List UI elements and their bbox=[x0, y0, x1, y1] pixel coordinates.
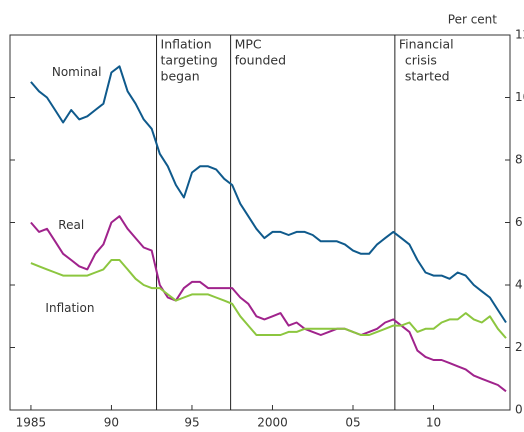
x-tick-label: 10 bbox=[426, 416, 441, 430]
y-tick-label: 10 bbox=[515, 90, 524, 104]
y-tick-label: 8 bbox=[515, 153, 523, 167]
y-tick-label: 2 bbox=[515, 340, 523, 354]
x-tick-label: 1985 bbox=[16, 416, 47, 430]
event-label: started bbox=[405, 69, 450, 84]
x-tick-label: 95 bbox=[184, 416, 199, 430]
x-tick-label: 2000 bbox=[257, 416, 288, 430]
series-line bbox=[30, 65, 507, 324]
series-label: Nominal bbox=[52, 65, 102, 79]
series-line bbox=[30, 259, 507, 339]
y-tick-label: 6 bbox=[515, 215, 523, 229]
y-tick-label: 4 bbox=[515, 278, 523, 292]
x-tick-label: 05 bbox=[345, 416, 360, 430]
event-label: Inflation bbox=[161, 37, 212, 52]
event-label: founded bbox=[235, 53, 286, 68]
y-tick-label: 12 bbox=[515, 28, 524, 42]
event-label: targeting bbox=[161, 53, 218, 68]
y-axis-label: Per cent bbox=[448, 13, 498, 27]
event-label: MPC bbox=[235, 37, 262, 52]
y-tick-label: 0 bbox=[515, 403, 523, 417]
series-label: Real bbox=[58, 218, 84, 232]
event-label: began bbox=[161, 69, 200, 84]
x-tick-label: 90 bbox=[104, 416, 119, 430]
series-line bbox=[30, 215, 507, 393]
plot-frame bbox=[9, 34, 511, 411]
event-label: crisis bbox=[405, 53, 437, 68]
series-label: Inflation bbox=[45, 301, 94, 315]
event-label: Financial bbox=[399, 37, 454, 52]
